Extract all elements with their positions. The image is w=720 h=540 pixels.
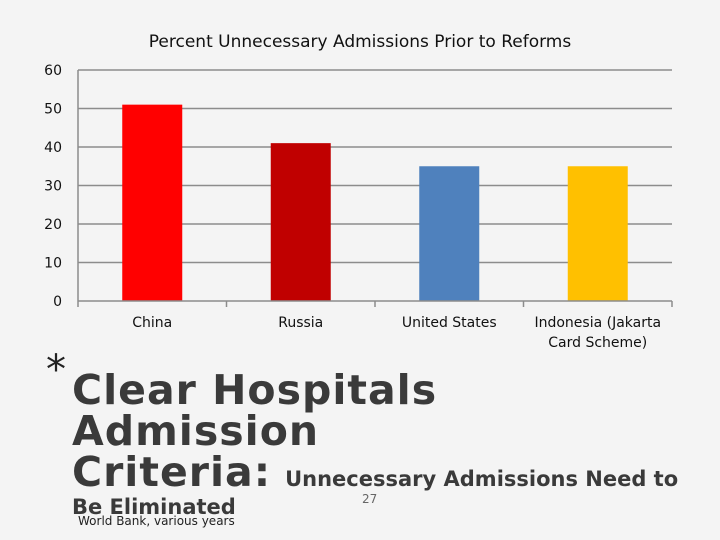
x-category-label: Card Scheme) [548, 335, 647, 351]
axis-layer: 0 10 20 30 40 50 60 China Russia United States Ind… [44, 63, 673, 351]
y-tick-label: 50 [44, 102, 62, 118]
x-category-label: Indonesia (Jakarta [534, 315, 661, 331]
y-tick-label: 10 [44, 256, 62, 272]
bar-3 [419, 166, 480, 301]
bar-layer [122, 104, 628, 302]
x-category-label: Russia [278, 315, 323, 331]
source-note: World Bank, various years [78, 514, 235, 528]
x-category-label: United States [402, 315, 497, 331]
y-tick-label: 20 [44, 217, 62, 233]
y-tick-label: 0 [53, 294, 62, 310]
bar-1 [122, 104, 183, 302]
y-tick-label: 40 [44, 140, 62, 156]
bar-chart: Percent Unnecessary Admissions Prior to … [44, 32, 673, 351]
heading-line3: Be Eliminated [72, 495, 236, 519]
y-tick-label: 30 [44, 179, 62, 195]
heading-line1: Clear Hospitals Admission [72, 366, 438, 455]
heading-line2-sub: Unnecessary Admissions Need to [285, 467, 679, 491]
page-number: 27 [362, 492, 378, 506]
bar-2 [270, 143, 331, 301]
slide-heading: Clear Hospitals Admission Criteria: Unnec… [72, 370, 692, 518]
y-tick-label: 60 [44, 63, 62, 79]
bar-4 [567, 166, 628, 301]
heading-line2-main: Criteria: [72, 448, 272, 496]
chart-title: Percent Unnecessary Admissions Prior to … [149, 32, 572, 52]
x-category-label: China [132, 315, 172, 331]
bullet-mark: * [46, 347, 66, 393]
